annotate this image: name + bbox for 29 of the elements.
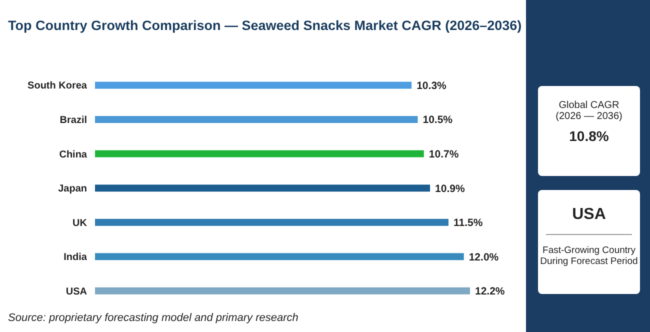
data-label: 12.2%	[475, 286, 506, 298]
bar	[95, 253, 464, 260]
text: Fast-Growing Country	[542, 245, 636, 256]
text: During Forecast Period	[539, 256, 639, 267]
source-note: Source: proprietary forecasting model and primary research	[8, 312, 298, 324]
data-label: 10.7%	[428, 148, 460, 161]
text: 10.8%	[568, 128, 610, 144]
bar	[95, 82, 412, 89]
data-label: 10.9%	[435, 182, 466, 195]
text: USA	[571, 206, 607, 224]
y-tick-label: China	[59, 149, 88, 160]
data-label: 10.3%	[416, 80, 448, 92]
data-label: 10.5%	[422, 114, 454, 126]
bar	[95, 184, 430, 192]
text: (2026 — 2036)	[554, 111, 624, 122]
bar	[95, 116, 418, 123]
bar	[95, 150, 424, 158]
data-label: 11.5%	[453, 217, 484, 230]
y-tick-label: Brazil	[60, 114, 88, 126]
y-tick-label: USA	[66, 286, 87, 298]
chart-title: Top Country Growth Comparison — Seaweed Snacks Market CAGR (2026–2036)	[8, 18, 522, 33]
bar	[95, 287, 470, 294]
y-tick-label: India	[64, 252, 88, 264]
y-tick-label: UK	[72, 218, 88, 229]
y-tick-label: Japan	[58, 184, 87, 195]
data-label: 12.0%	[468, 251, 500, 264]
text: Global CAGR	[558, 100, 620, 111]
y-tick-label: South Korea	[28, 80, 88, 92]
bar	[95, 218, 448, 226]
